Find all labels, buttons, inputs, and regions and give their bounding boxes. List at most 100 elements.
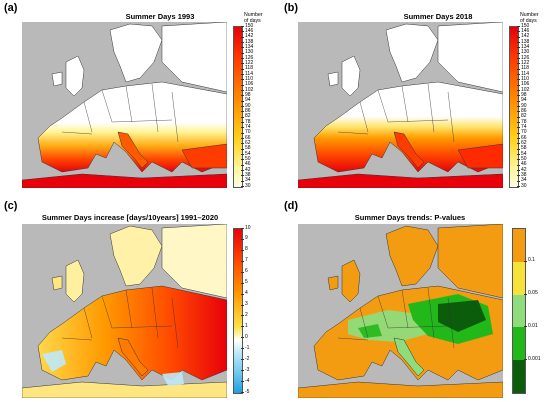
panel-b-colorbar [509, 26, 519, 188]
panel-d-title: Summer Days trends: P-values [354, 213, 466, 222]
colorbar-tick-label: 86 [521, 107, 527, 114]
colorbar-tick-label: 110 [521, 75, 529, 82]
panel-d-colorbar [512, 228, 526, 394]
colorbar-tick-mark [241, 47, 244, 48]
colorbar-tick-mark [517, 170, 520, 171]
colorbar-tick-mark [241, 95, 244, 96]
colorbar-tick-label: 146 [521, 27, 530, 34]
colorbar-tick-mark [241, 68, 244, 70]
colorbar-tick-mark [517, 95, 520, 96]
colorbar-tick-mark [517, 175, 520, 176]
colorbar-tick-mark [241, 84, 244, 86]
colorbar-tick-label: 54 [245, 150, 251, 157]
colorbar-tick-label: 134 [245, 43, 254, 50]
panel-a-letter: (a) [4, 2, 18, 14]
colorbar-tick-mark [241, 170, 244, 171]
panel-c-title: Summer Days increase [days/10years] 1991… [41, 213, 219, 222]
colorbar-tick-label: 42 [245, 166, 251, 173]
colorbar-tick-label: 142 [521, 33, 530, 40]
colorbar-tick-label: 0.1 [528, 257, 535, 264]
panel-b-colorbar-title-text: Number of days [520, 12, 539, 24]
colorbar-tick-label: 114 [245, 70, 253, 77]
colorbar-tick-mark [241, 186, 244, 187]
colorbar-tick-mark [241, 63, 244, 64]
colorbar-tick-label: 82 [521, 113, 527, 120]
colorbar-tick-label: 38 [521, 171, 527, 178]
colorbar-tick-mark [517, 122, 520, 123]
colorbar-tick-label: 0.01 [528, 322, 538, 329]
colorbar-tick-mark [241, 52, 244, 54]
colorbar-tick-mark [241, 90, 244, 91]
colorbar-tick-label: 102 [521, 86, 530, 93]
colorbar-tick-label: 90 [521, 102, 527, 109]
colorbar-tick-label: 1 [245, 322, 248, 329]
panel-a-colorbar-title: Number of days [244, 12, 262, 24]
colorbar-tick-label: 34 [245, 177, 251, 184]
colorbar-tick-label: 122 [245, 59, 254, 66]
colorbar-tick-mark [241, 127, 244, 128]
colorbar-tick-label: 130 [245, 49, 254, 56]
colorbar-tick-label: 118 [245, 65, 253, 72]
colorbar-tick-label: 146 [245, 27, 254, 34]
colorbar-tick-label: 6 [245, 268, 248, 275]
colorbar-tick-mark [517, 116, 520, 118]
colorbar-tick-mark [241, 304, 244, 306]
colorbar-tick-label: 58 [521, 145, 527, 152]
colorbar-tick-label: 66 [245, 134, 251, 141]
colorbar-tick-label: 78 [521, 118, 527, 125]
colorbar-tick-label: 118 [521, 65, 529, 72]
colorbar-tick-mark [241, 180, 244, 182]
panel-c-letter: (c) [4, 200, 18, 212]
colorbar-tick-mark [241, 337, 244, 338]
colorbar-tick-mark [241, 260, 244, 262]
colorbar-tick-mark [517, 100, 520, 102]
colorbar-tick-label: 7 [245, 257, 248, 264]
colorbar-tick-mark [524, 359, 527, 360]
colorbar-tick-mark [241, 282, 244, 284]
colorbar-tick-mark [517, 138, 520, 139]
colorbar-tick-mark [241, 138, 244, 139]
pval-band-orange [513, 229, 525, 262]
colorbar-tick-label: 9 [245, 235, 248, 242]
colorbar-tick-mark [241, 74, 244, 75]
colorbar-tick-label: 110 [245, 75, 253, 82]
panel-b-title: Summer Days 2018 [403, 12, 473, 21]
colorbar-tick-mark [241, 31, 244, 32]
colorbar-tick-mark [241, 359, 244, 360]
colorbar-tick-mark [517, 26, 520, 27]
colorbar-tick-label: 46 [245, 161, 251, 168]
colorbar-tick-label: 98 [245, 91, 251, 98]
colorbar-tick-label: -4 [245, 377, 250, 384]
panel-c-map [22, 224, 227, 398]
panel-b-colorbar-title: Number of days [520, 12, 538, 24]
colorbar-tick-label: 126 [521, 54, 530, 61]
panel-a-map [22, 22, 227, 188]
colorbar-tick-mark [241, 36, 244, 38]
colorbar-tick-mark [517, 154, 520, 155]
colorbar-tick-mark [241, 100, 244, 102]
colorbar-tick-mark [241, 42, 244, 43]
colorbar-tick-mark [241, 326, 244, 327]
colorbar-tick-mark [517, 31, 520, 32]
colorbar-tick-label: 122 [521, 59, 530, 66]
colorbar-tick-mark [241, 271, 244, 273]
colorbar-tick-mark [517, 132, 520, 134]
colorbar-tick-label: 102 [245, 86, 254, 93]
colorbar-tick-mark [517, 52, 520, 54]
colorbar-tick-mark [517, 106, 520, 107]
colorbar-tick-mark [241, 228, 244, 229]
colorbar-tick-label: 74 [245, 123, 251, 130]
colorbar-tick-label: 106 [521, 81, 530, 88]
colorbar-tick-mark [241, 238, 244, 240]
colorbar-tick-mark [241, 148, 244, 150]
colorbar-tick-mark [241, 348, 244, 349]
colorbar-tick-mark [241, 122, 244, 123]
colorbar-tick-label: 10 [245, 224, 251, 231]
pval-band-darkgreen [513, 360, 525, 393]
colorbar-tick-mark [517, 111, 520, 112]
colorbar-tick-label: 142 [245, 33, 254, 40]
colorbar-tick-mark [241, 164, 244, 166]
colorbar-tick-label: 5 [245, 279, 248, 286]
colorbar-tick-mark [517, 84, 520, 86]
colorbar-tick-mark [517, 68, 520, 70]
